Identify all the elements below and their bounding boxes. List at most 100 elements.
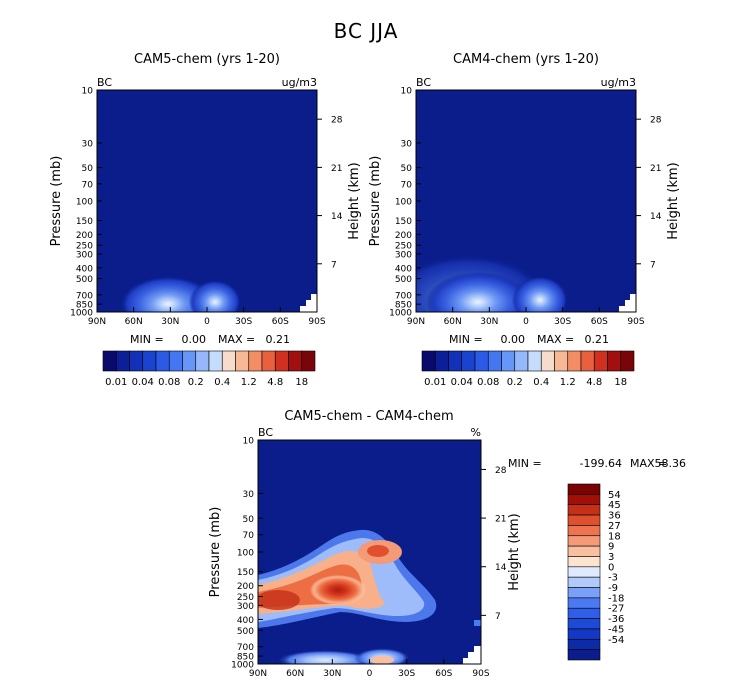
pressure-tick-label: 850 <box>237 653 254 663</box>
panel-title: CAM5-chem - CAM4-chem <box>284 409 453 424</box>
colorbar-swatch <box>540 350 555 372</box>
figure-title: BC JJA <box>334 19 399 43</box>
colorbar: 0.01 0.04 0.08 0.2 0.4 1.2 4.8 18 <box>102 350 316 388</box>
colorbar-label: 18 <box>295 377 308 388</box>
colorbar-swatch <box>567 576 601 588</box>
latitude-tick-label: 30S <box>398 669 415 679</box>
colorbar-swatch <box>487 350 502 372</box>
colorbar-label: 4.8 <box>267 377 283 388</box>
pressure-tick-label: 30 <box>243 490 255 500</box>
colorbar-swatch <box>567 545 601 557</box>
max-label: MAX = <box>630 457 667 470</box>
height-tick-label: 28 <box>650 116 662 126</box>
colorbar-swatch <box>620 350 635 372</box>
colorbar-swatch <box>567 597 601 609</box>
pressure-tick-label: 200 <box>395 231 412 241</box>
pressure-tick-label: 150 <box>395 217 412 227</box>
pressure-tick-label: 700 <box>237 643 254 653</box>
pressure-tick-label: 150 <box>76 217 93 227</box>
variable-label: BC <box>416 76 431 89</box>
colorbar-swatch <box>567 649 601 661</box>
latitude-tick-label: 60S <box>591 317 608 327</box>
panel-difference: CAM5-chem - CAM4-chem BC % 1030507010015… <box>208 409 686 679</box>
colorbar-swatch <box>301 350 316 372</box>
height-tick-label: 14 <box>495 563 507 573</box>
latitude-tick-label: 60S <box>435 669 452 679</box>
pressure-tick-label: 250 <box>395 242 412 252</box>
colorbar-label: 0.08 <box>158 377 180 388</box>
colorbar-label: 3 <box>608 552 614 563</box>
pressure-tick-label: 70 <box>243 531 255 541</box>
colorbar-label: 4.8 <box>586 377 602 388</box>
pressure-tick-label: 300 <box>237 602 254 612</box>
pressure-tick-label: 100 <box>395 198 412 208</box>
units-label: ug/m3 <box>601 76 636 89</box>
variable-label: BC <box>258 426 273 439</box>
field-features <box>120 276 317 312</box>
latitude-tick-label: 90S <box>308 317 325 327</box>
max-label: MAX = <box>537 333 574 346</box>
latitude-tick-label: 60N <box>125 317 143 327</box>
difference-band-nh <box>258 590 300 610</box>
colorbar-swatch <box>129 350 144 372</box>
colorbar-swatch <box>567 525 601 537</box>
colorbar-swatch <box>567 483 601 495</box>
pressure-tick-label: 850 <box>395 301 412 311</box>
panel-title: CAM4-chem (yrs 1-20) <box>453 52 599 67</box>
panel-cam5: CAM5-chem (yrs 1-20) BC ug/m3 1030507010… <box>49 52 362 388</box>
latitude-tick-label: 60N <box>286 669 304 679</box>
colorbar-swatch <box>567 535 601 547</box>
colorbar-swatch <box>527 350 542 372</box>
difference-equatorial-core <box>367 545 389 557</box>
colorbar-label: 27 <box>608 521 621 532</box>
colorbar-label: 9 <box>608 542 614 553</box>
pressure-tick-label: 30 <box>82 139 94 149</box>
colorbar-label: 0.08 <box>477 377 499 388</box>
variable-label: BC <box>97 76 112 89</box>
min-label: MIN = <box>130 333 164 346</box>
latitude-tick-label: 60S <box>272 317 289 327</box>
colorbar-label: 0.01 <box>424 377 446 388</box>
pressure-tick-label: 400 <box>76 264 93 274</box>
height-tick-label: 7 <box>650 260 656 270</box>
min-value: 0.00 <box>182 333 207 346</box>
colorbar-label: -18 <box>608 593 624 604</box>
colorbar-label: 18 <box>614 377 627 388</box>
colorbar-swatch <box>474 350 489 372</box>
pressure-tick-label: 500 <box>237 627 254 637</box>
pressure-tick-label: 70 <box>82 180 94 190</box>
pressure-tick-label: 150 <box>237 568 254 578</box>
latitude-tick-label: 90N <box>407 317 425 327</box>
colorbar-label: -54 <box>608 635 624 646</box>
max-value: 58.36 <box>655 457 687 470</box>
colorbar-swatch <box>182 350 197 372</box>
field-features <box>258 529 481 664</box>
latitude-tick-label: 30N <box>480 317 498 327</box>
colorbar-swatch <box>115 350 130 372</box>
colorbar-swatch <box>567 514 601 526</box>
min-value: -199.64 <box>580 457 622 470</box>
pressure-tick-label: 300 <box>76 250 93 260</box>
pressure-tick-label: 70 <box>401 180 413 190</box>
colorbar-label: 54 <box>608 490 621 501</box>
surface-feature-positive <box>370 656 394 664</box>
colorbar-label: 36 <box>608 511 621 522</box>
aerosol-plume-tropics <box>512 276 568 312</box>
pressure-tick-label: 200 <box>76 231 93 241</box>
pressure-tick-label: 100 <box>76 198 93 208</box>
colorbar-swatch <box>567 566 601 578</box>
colorbar-swatch <box>261 350 276 372</box>
pressure-tick-label: 700 <box>76 291 93 301</box>
colorbar-swatch <box>567 504 601 516</box>
height-tick-label: 28 <box>331 116 343 126</box>
latitude-tick-label: 0 <box>367 669 373 679</box>
colorbar-swatch <box>102 350 117 372</box>
colorbar-swatch <box>607 350 622 372</box>
colorbar-swatch <box>567 350 582 372</box>
panel-title: CAM5-chem (yrs 1-20) <box>134 52 280 67</box>
colorbar-swatch <box>235 350 250 372</box>
latitude-tick-label: 90N <box>88 317 106 327</box>
colorbar-label: -45 <box>608 624 624 635</box>
surface-feature-nh <box>277 650 373 664</box>
colorbar-swatch <box>567 638 601 650</box>
